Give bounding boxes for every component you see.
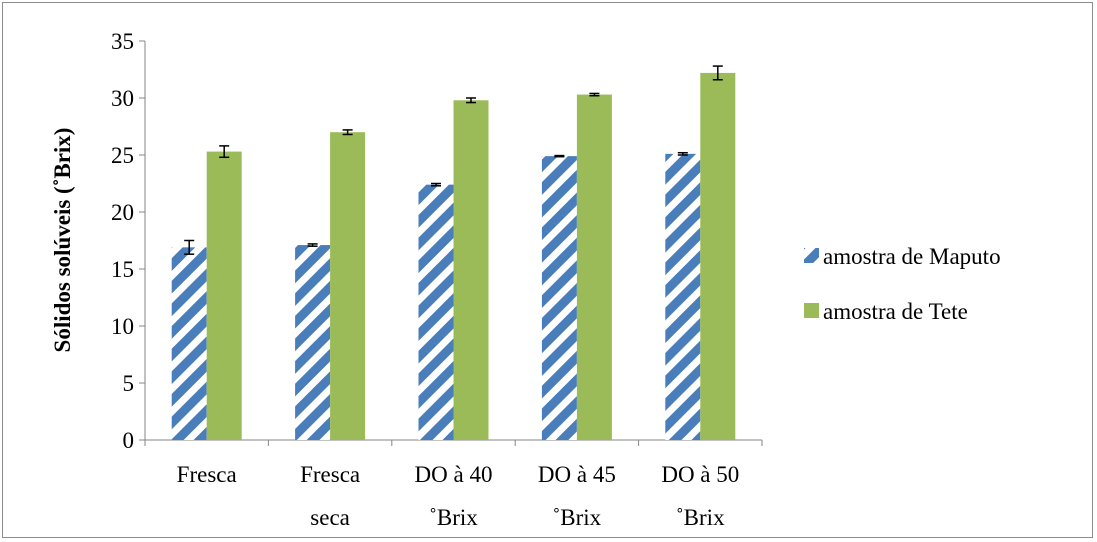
y-tick-label: 25 <box>111 143 134 168</box>
x-tick-label: DO à 50 ˚Brix <box>661 462 739 530</box>
x-tick-label: Fresca seca <box>300 462 360 530</box>
y-tick-label: 5 <box>123 371 135 396</box>
bars <box>171 65 736 441</box>
bar <box>171 247 207 440</box>
x-tick-label-line: ˚Brix <box>553 505 602 530</box>
x-tick-label: DO à 45 ˚Brix <box>538 462 616 530</box>
y-tick-label: 10 <box>111 314 134 339</box>
y-tick-label: 0 <box>123 428 135 453</box>
x-tick-label-line: DO à 40 <box>415 462 493 487</box>
x-tick-label-line: ˚Brix <box>429 505 478 530</box>
x-tick-label: Fresca <box>177 462 237 487</box>
x-tick-label-line: DO à 45 <box>538 462 616 487</box>
bar <box>665 153 701 441</box>
x-tick-label-line: Fresca <box>177 462 237 487</box>
legend-label: amostra de Maputo <box>823 244 1001 269</box>
legend-swatch <box>804 303 819 318</box>
bar <box>295 245 331 440</box>
legend-label: amostra de Tete <box>823 299 968 324</box>
x-tick-label-line: seca <box>310 505 350 530</box>
bar <box>541 156 577 440</box>
y-tick-label: 35 <box>111 29 134 54</box>
bar <box>330 132 366 440</box>
y-tick-label: 20 <box>111 200 134 225</box>
y-tick-label: 30 <box>111 86 134 111</box>
x-tick-label-line: DO à 50 <box>661 462 739 487</box>
x-tick-label-line: ˚Brix <box>676 505 725 530</box>
bar <box>453 100 489 440</box>
x-tick-label-line: Fresca <box>300 462 360 487</box>
tick-labels: 0 5 10 15 20 25 30 35 Fresca Fresca seca DO à 40 ˚Br… <box>111 29 739 530</box>
x-tick-label: DO à 40 ˚Brix <box>415 462 493 530</box>
bar <box>206 151 242 440</box>
bar <box>418 184 454 440</box>
legend: amostra de Maputo amostra de Tete <box>804 244 1001 324</box>
bar <box>576 94 612 440</box>
bar <box>700 72 736 441</box>
y-tick-label: 15 <box>111 257 134 282</box>
legend-swatch <box>804 248 819 263</box>
y-axis-label: Sólidos solúveis (˚Brix) <box>50 128 75 353</box>
